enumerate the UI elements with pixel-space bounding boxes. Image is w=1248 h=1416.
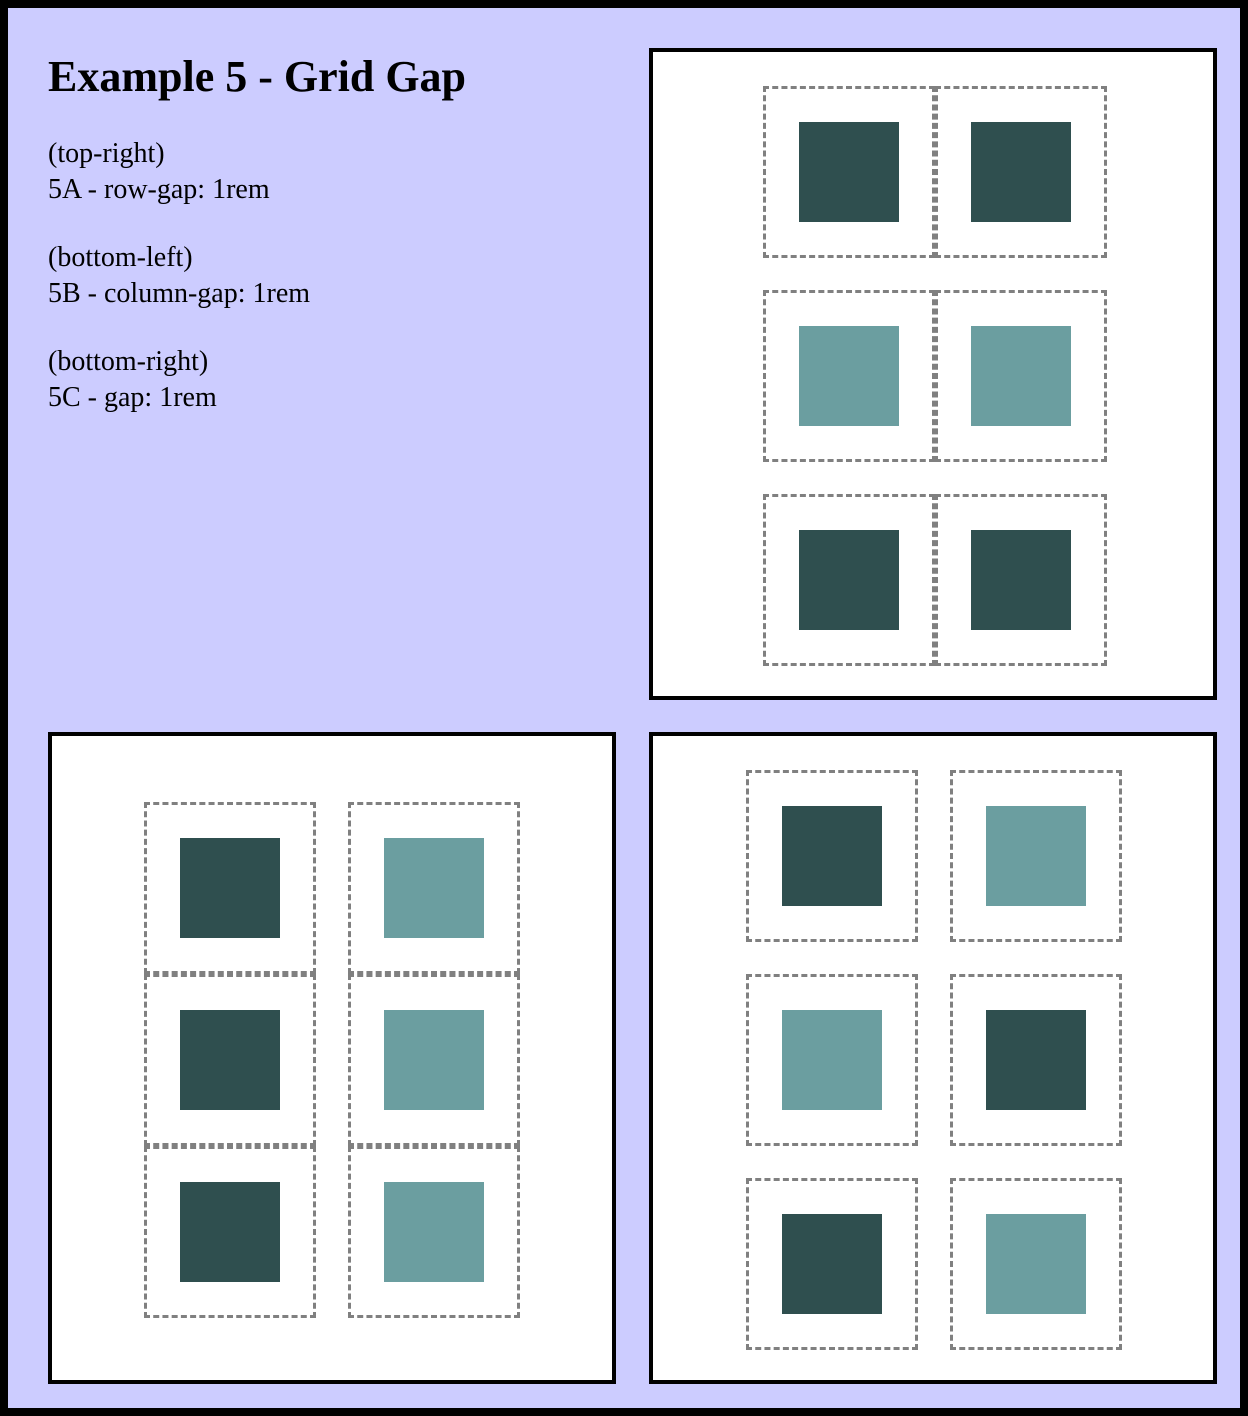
light-square [782, 1010, 882, 1110]
light-square [971, 326, 1071, 426]
grid-item-5c-4 [950, 974, 1122, 1146]
grid-item-5b-6 [348, 1146, 520, 1318]
note-5a-position: (top-right) [48, 138, 165, 169]
panel-5b-column-gap [48, 732, 616, 1384]
note-5c-label: 5C - gap: 1rem [48, 382, 217, 413]
page-title: Example 5 - Grid Gap [48, 52, 467, 101]
grid-5b [144, 802, 520, 1318]
light-square [986, 1214, 1086, 1314]
light-square [799, 326, 899, 426]
grid-item-5a-3 [763, 290, 935, 462]
light-square [384, 838, 484, 938]
grid-item-5b-3 [144, 974, 316, 1146]
dark-square [180, 1010, 280, 1110]
grid-item-5c-1 [746, 770, 918, 942]
grid-item-5b-1 [144, 802, 316, 974]
dark-square [782, 806, 882, 906]
grid-item-5c-5 [746, 1178, 918, 1350]
panel-5c-gap [649, 732, 1217, 1384]
note-5c-position: (bottom-right) [48, 346, 209, 377]
grid-item-5b-5 [144, 1146, 316, 1318]
grid-item-5a-2 [935, 86, 1107, 258]
dark-square [971, 122, 1071, 222]
note-5b-label: 5B - column-gap: 1rem [48, 278, 311, 309]
light-square [384, 1182, 484, 1282]
grid-5c [746, 770, 1122, 1350]
light-square [384, 1010, 484, 1110]
note-5c: (bottom-right) 5C - gap: 1rem [48, 344, 608, 416]
dark-square [180, 838, 280, 938]
dark-square [971, 530, 1071, 630]
dark-square [986, 1010, 1086, 1110]
panel-5a-row-gap [649, 48, 1217, 700]
grid-item-5c-6 [950, 1178, 1122, 1350]
grid-item-5c-2 [950, 770, 1122, 942]
grid-item-5a-6 [935, 494, 1107, 666]
grid-item-5a-1 [763, 86, 935, 258]
note-5a-label: 5A - row-gap: 1rem [48, 174, 270, 205]
grid-item-5b-2 [348, 802, 520, 974]
dark-square [782, 1214, 882, 1314]
grid-5a [763, 86, 1107, 666]
dark-square [799, 122, 899, 222]
light-square [986, 806, 1086, 906]
dark-square [799, 530, 899, 630]
grid-item-5c-3 [746, 974, 918, 1146]
dark-square [180, 1182, 280, 1282]
note-5b-position: (bottom-left) [48, 242, 193, 273]
intro-section: Example 5 - Grid Gap (top-right) 5A - ro… [48, 48, 608, 448]
example-notes: (top-right) 5A - row-gap: 1rem (bottom-l… [48, 136, 608, 416]
grid-item-5b-4 [348, 974, 520, 1146]
grid-item-5a-5 [763, 494, 935, 666]
note-5b: (bottom-left) 5B - column-gap: 1rem [48, 240, 608, 312]
grid-item-5a-4 [935, 290, 1107, 462]
note-5a: (top-right) 5A - row-gap: 1rem [48, 136, 608, 208]
